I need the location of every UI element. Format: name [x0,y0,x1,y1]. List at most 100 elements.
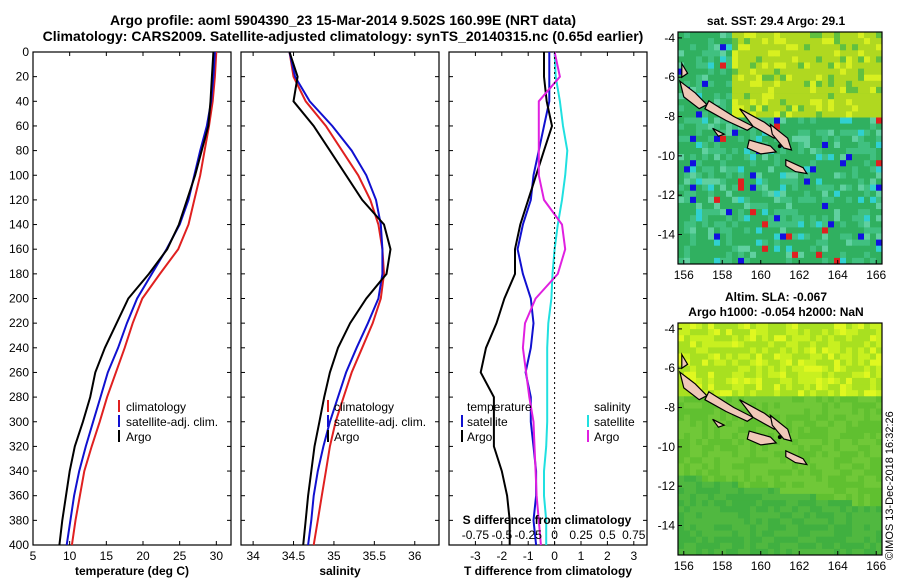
map-cell [774,141,781,149]
map-cell [726,426,733,434]
map-cell [768,512,775,519]
map-cell [750,38,757,45]
map-cell [858,221,865,228]
map-cell [762,500,769,507]
map-cell [822,396,829,403]
map-cell [840,202,847,210]
map-cell [768,359,775,367]
map-cell [720,524,727,531]
map-cell [798,105,805,112]
map-cell [858,196,865,204]
map-cell [708,445,715,452]
map-cell [720,123,727,131]
temperature-panel: 0204060801001201401601802002202402602803… [9,45,231,563]
map-y-tick-label: -10 [658,149,676,163]
salinity-panel: 34 34.5 35 35.5 36 [241,51,439,563]
difference-xlabel: T difference from climatology [464,564,632,578]
map-cell [774,148,781,155]
map-cell [678,257,685,265]
map-cell [702,196,709,204]
map-cell [792,227,799,234]
map-cell [774,209,781,216]
map-cell [816,105,823,112]
map-cell [780,371,787,379]
map-cell [834,432,841,440]
map-cell [786,365,793,373]
map-cell [684,44,691,51]
map-cell [780,56,787,63]
map-cell [702,178,709,185]
map-cell [828,141,835,149]
map-x-tick-label: 164 [828,268,848,282]
map-cell [876,402,883,409]
map-cell [738,377,745,385]
map-cell [762,209,769,216]
map-cell [786,548,793,556]
map-cell [696,62,703,69]
map-cell [696,148,703,155]
map-cell [846,396,853,403]
map-cell [828,335,835,342]
map-cell [864,251,871,259]
map-cell [864,257,871,265]
map-cell [816,542,823,550]
map-cell [726,329,733,336]
map-cell [756,396,763,403]
map-cell [720,347,727,354]
map-cell [732,457,739,464]
map-cell [846,251,853,259]
map-cell [822,135,829,143]
map-cell [828,196,835,204]
map-cell [762,481,769,489]
map-cell [708,457,715,464]
map-cell [732,239,739,247]
map-cell [792,396,799,403]
map-cell [786,493,793,501]
map-cell [702,408,709,415]
map-cell [834,493,841,501]
map-cell [840,233,847,240]
map-cell [870,323,877,330]
map-cell [768,105,775,112]
map-cell [768,172,775,179]
map-cell [852,233,859,240]
map-cell [732,196,739,204]
map-cell [798,233,805,240]
map-cell [810,542,817,550]
map-cell [744,353,751,360]
legend-s-satellite: satellite [594,415,635,429]
map-cell [792,463,799,470]
map-cell [840,463,847,470]
map-cell [762,32,769,39]
map-cell [738,80,745,88]
map-cell [798,178,805,185]
map-cell [858,445,865,452]
map-cell [708,414,715,422]
map-cell [708,172,715,179]
map-cell [732,62,739,69]
map-cell [804,347,811,354]
map-cell [840,209,847,216]
map-cell [858,56,865,63]
map-cell [864,154,871,161]
map-cell [696,451,703,458]
map-cell [852,245,859,253]
map-cell [852,439,859,446]
map-cell [684,227,691,234]
x-tick-label: -1 [523,549,534,563]
map-cell [768,56,775,63]
map-y-tick-label: -8 [664,401,675,415]
map-cell [792,518,799,525]
map-cell [750,215,757,222]
map-cell [822,166,829,173]
map-cell [840,457,847,464]
map-cell [738,141,745,149]
map-cell [828,365,835,373]
map-cell [696,536,703,544]
map-cell [822,154,829,161]
map-cell [690,402,697,409]
map-cell [840,487,847,495]
map-cell [858,463,865,470]
map-cell [774,190,781,198]
map-cell [774,542,781,550]
